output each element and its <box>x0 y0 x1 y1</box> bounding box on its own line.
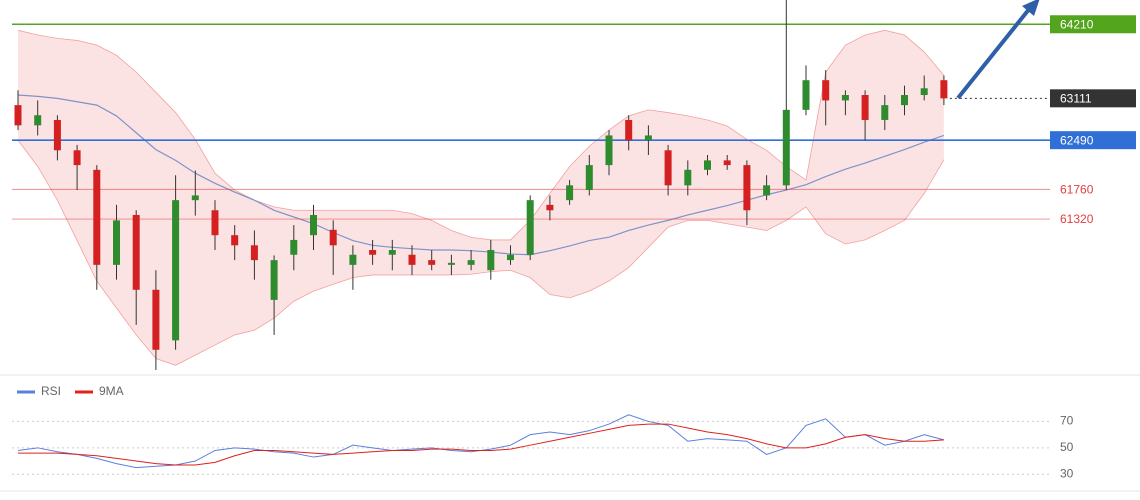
candle-body <box>644 135 652 141</box>
candle-body <box>152 289 160 350</box>
candle-body <box>920 88 928 96</box>
candle-body <box>329 229 337 246</box>
candle-body <box>704 160 711 170</box>
candle-body <box>388 250 396 255</box>
candle-body <box>546 204 554 211</box>
level-label: 64210 <box>1060 17 1094 31</box>
candle-body <box>231 235 239 246</box>
candle-body <box>250 245 258 261</box>
legend-label: 9MA <box>99 384 124 398</box>
candle-body <box>447 262 455 265</box>
trend-arrow <box>956 6 1032 100</box>
candle-body <box>14 105 22 126</box>
candle-body <box>664 150 672 186</box>
level-label: 61760 <box>1060 183 1094 197</box>
y-tick-label: 70 <box>1060 414 1074 428</box>
candle-body <box>113 220 120 265</box>
candle-body <box>369 250 377 255</box>
candle-body <box>526 200 534 255</box>
y-tick-label: 50 <box>1060 440 1074 454</box>
candle-body <box>53 119 61 151</box>
level-label: 61320 <box>1060 212 1094 226</box>
candle-body <box>841 95 849 101</box>
indicator-line <box>18 423 944 466</box>
bollinger-band-area <box>18 30 944 366</box>
candle-body <box>487 250 495 271</box>
candle-body <box>782 109 790 186</box>
candle-body <box>73 150 81 166</box>
candle-body <box>605 135 613 166</box>
candle-body <box>290 239 298 255</box>
candle-body <box>585 165 593 191</box>
candle-body <box>467 260 475 265</box>
candle-body <box>34 115 42 126</box>
level-label-box <box>1050 131 1136 150</box>
candle-body <box>861 95 869 120</box>
candle-body <box>132 214 140 290</box>
candle-body <box>802 80 810 110</box>
candle-body <box>684 169 692 186</box>
candle-body <box>310 214 317 236</box>
legend-label: RSI <box>41 384 61 398</box>
y-tick-label: 30 <box>1060 466 1074 480</box>
candle-body <box>507 254 514 261</box>
candle-body <box>93 169 101 265</box>
candle-body <box>566 185 574 201</box>
candle-body <box>743 165 751 211</box>
candle-body <box>940 80 948 99</box>
candle-body <box>191 195 199 201</box>
candle-body <box>211 210 219 236</box>
candle-body <box>270 260 278 300</box>
bollinger-band-line <box>17 139 945 366</box>
candle-body <box>408 254 416 265</box>
candle-body <box>723 160 731 166</box>
candle-body <box>901 95 908 106</box>
candle-body <box>428 260 436 265</box>
level-label-box <box>1050 89 1136 108</box>
candle-body <box>881 105 889 120</box>
candle-body <box>625 119 633 141</box>
candle-body <box>822 80 830 101</box>
legend: RSI 9MA <box>17 384 124 398</box>
level-label: 62490 <box>1060 133 1094 147</box>
candle-body <box>349 254 357 265</box>
level-label-box <box>1050 15 1136 34</box>
trend-arrow-head <box>1022 0 1040 16</box>
level-label: 63111 <box>1060 91 1092 105</box>
candle-body <box>763 185 771 196</box>
candle-body <box>172 200 180 341</box>
